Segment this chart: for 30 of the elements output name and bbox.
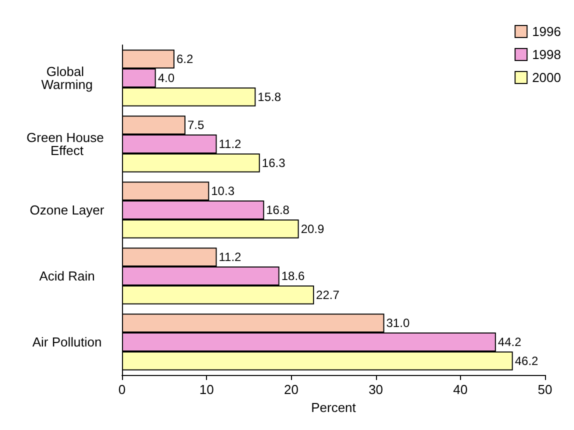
data-label: 15.8 (258, 90, 282, 104)
data-label: 20.9 (300, 222, 324, 236)
x-tick-label: 40 (453, 382, 468, 397)
data-label: 16.3 (262, 156, 286, 170)
y-tick-label: Green House Effect (26, 130, 108, 158)
x-tick-label: 50 (538, 382, 552, 397)
y-tick-label: Global Warming (41, 64, 93, 92)
data-label: 10.3 (211, 184, 235, 198)
legend-label: 1996 (532, 24, 561, 39)
x-axis-title: Percent (311, 400, 356, 415)
data-label: 4.0 (158, 71, 175, 85)
data-label: 46.2 (514, 354, 539, 368)
y-tick-label: Air Pollution (32, 334, 102, 350)
data-label: 22.7 (316, 288, 340, 302)
data-label: 6.2 (176, 52, 194, 66)
x-tick-label: 30 (368, 382, 384, 397)
x-tick-label: 0 (118, 382, 126, 397)
data-label: 16.8 (266, 203, 290, 217)
y-tick-label: Acid Rain (39, 268, 95, 284)
x-tick-label: 10 (199, 382, 214, 397)
x-tick-label: 20 (284, 382, 298, 397)
legend-label: 1998 (532, 47, 561, 62)
data-label: 44.2 (498, 335, 522, 349)
data-label: 7.5 (187, 118, 204, 132)
data-label: 11.2 (218, 250, 242, 264)
data-label: 11.2 (218, 137, 242, 151)
y-tick-label: Ozone Layer (30, 202, 105, 218)
data-label: 31.0 (386, 316, 410, 330)
legend-label: 2000 (532, 70, 561, 85)
data-label: 18.6 (281, 269, 306, 283)
